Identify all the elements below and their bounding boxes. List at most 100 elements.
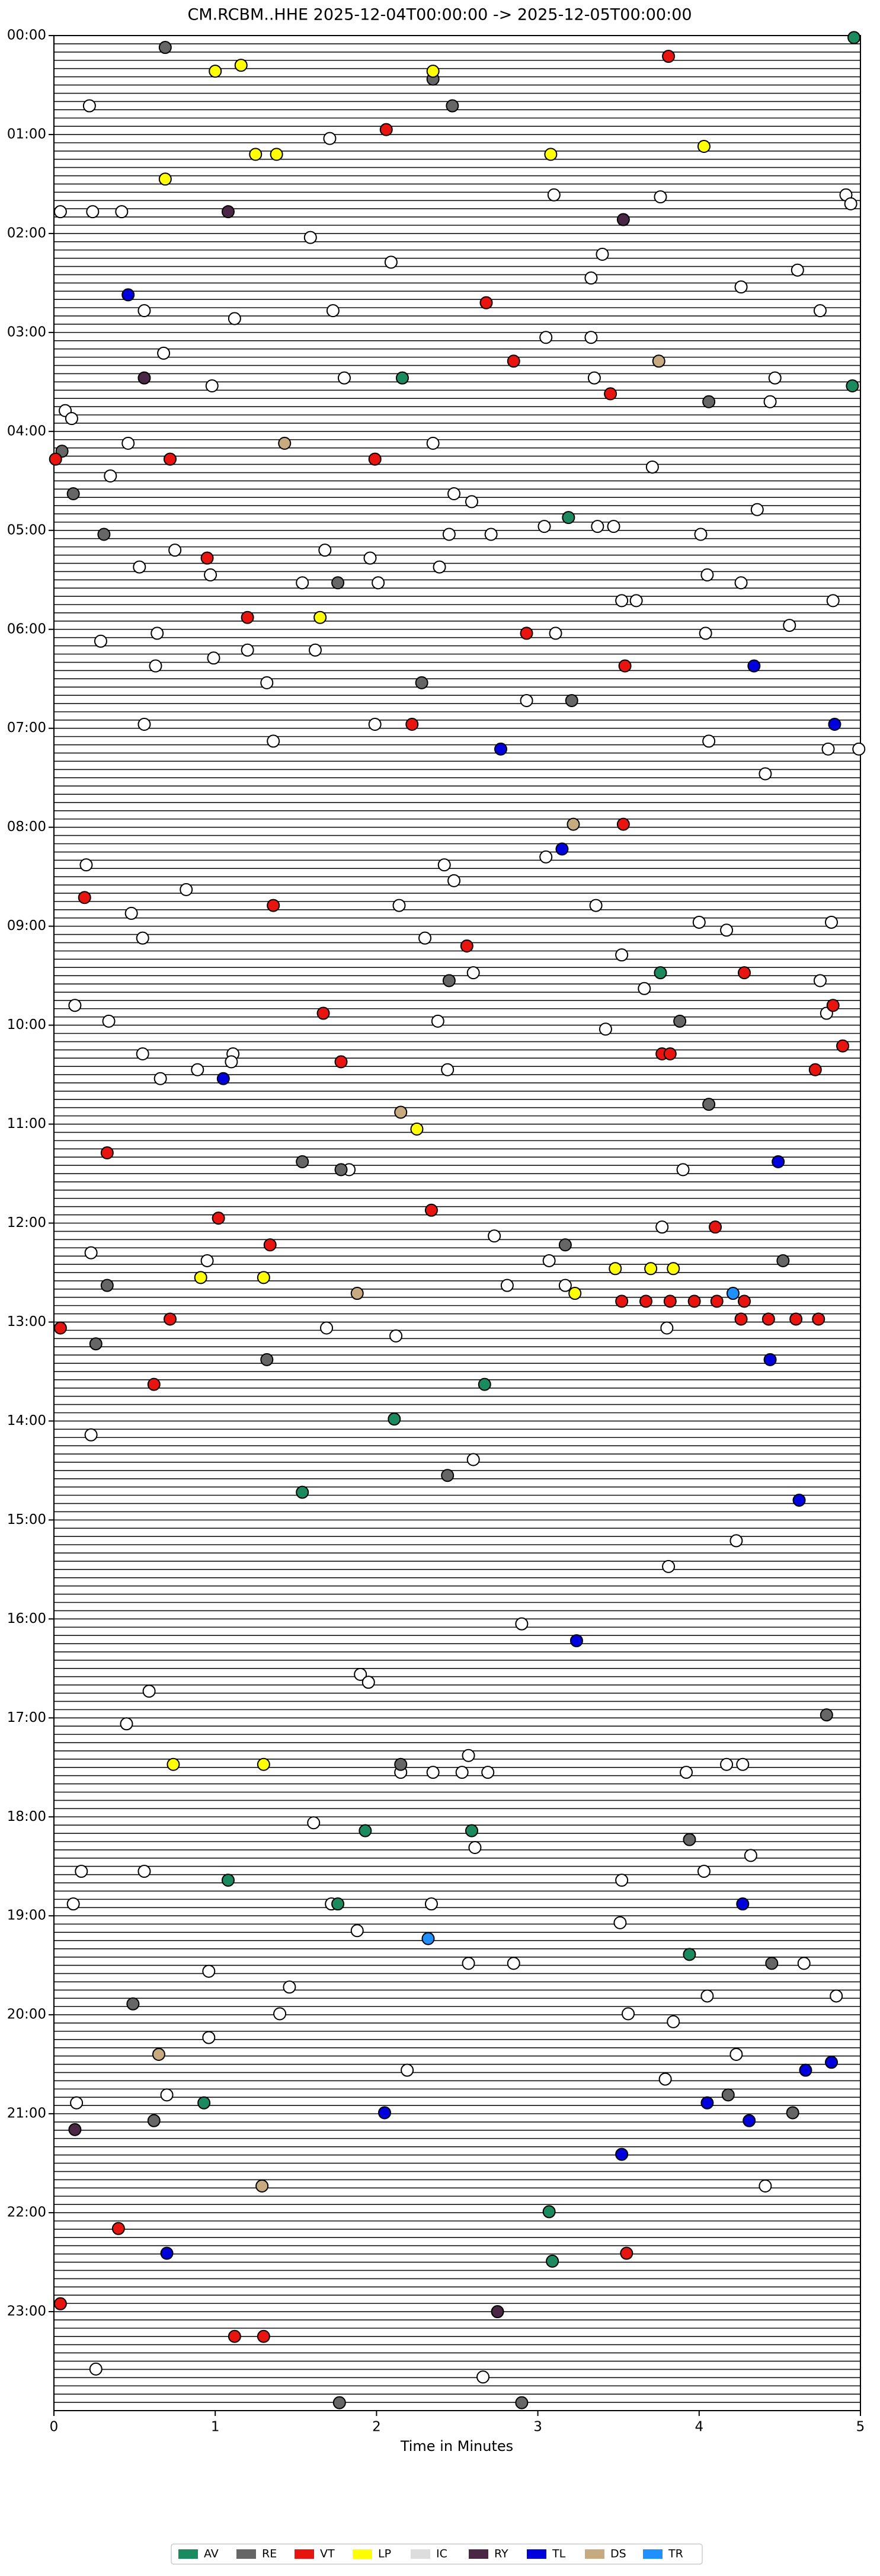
unlabeled-event — [638, 982, 651, 995]
event-marker — [100, 1279, 114, 1292]
unlabeled-event — [692, 915, 706, 929]
unlabeled-event — [821, 742, 835, 756]
event-marker — [700, 2096, 714, 2110]
unlabeled-event — [462, 1957, 475, 1970]
event-marker — [507, 354, 520, 368]
event-marker — [426, 65, 440, 78]
unlabeled-event — [547, 188, 561, 202]
event-marker — [216, 1072, 230, 1085]
event-marker — [836, 1039, 850, 1053]
unlabeled-event — [260, 676, 274, 689]
unlabeled-event — [825, 915, 839, 929]
unlabeled-event — [476, 2370, 490, 2384]
event-marker — [395, 371, 409, 385]
unlabeled-event — [326, 304, 340, 318]
unlabeled-event — [84, 1428, 98, 1442]
legend-label: TR — [668, 2548, 683, 2561]
event-marker — [654, 966, 667, 980]
unlabeled-event — [591, 520, 604, 533]
event-marker — [734, 1312, 748, 1326]
unlabeled-event — [655, 1220, 669, 1234]
unlabeled-event — [615, 594, 629, 608]
event-marker — [738, 966, 751, 980]
unlabeled-event — [702, 734, 716, 748]
event-marker — [567, 817, 580, 831]
legend-swatch — [469, 2549, 488, 2559]
y-tick-label: 00:00 — [7, 28, 46, 43]
y-tick-label: 23:00 — [7, 2304, 46, 2319]
unlabeled-event — [368, 718, 382, 731]
y-tick-label: 04:00 — [7, 423, 46, 439]
event-marker — [604, 387, 617, 401]
event-marker — [789, 1312, 803, 1326]
unlabeled-event — [401, 2063, 414, 2077]
unlabeled-event — [157, 346, 171, 360]
event-marker — [743, 2114, 756, 2127]
event-marker — [820, 1708, 833, 1722]
event-marker — [663, 1047, 677, 1061]
unlabeled-event — [433, 560, 446, 574]
unlabeled-event — [363, 551, 377, 565]
event-marker — [111, 2222, 125, 2235]
event-marker — [792, 1493, 806, 1507]
event-marker — [68, 2123, 82, 2136]
legend-frame — [171, 2543, 703, 2565]
event-marker — [89, 1337, 103, 1351]
event-marker — [147, 1378, 161, 1391]
unlabeled-event — [121, 436, 135, 450]
unlabeled-event — [426, 436, 440, 450]
unlabeled-event — [520, 693, 533, 707]
unlabeled-event — [153, 1072, 167, 1085]
unlabeled-event — [202, 1964, 216, 1978]
unlabeled-event — [662, 1559, 676, 1573]
unlabeled-event — [700, 568, 714, 581]
y-tick-label: 11:00 — [7, 1116, 46, 1132]
unlabeled-event — [267, 734, 280, 748]
x-tick-label: 2 — [372, 2420, 381, 2435]
event-marker — [738, 1295, 751, 1308]
x-tick-label: 4 — [695, 2420, 703, 2435]
event-marker — [194, 1271, 207, 1284]
event-marker — [167, 1757, 180, 1771]
legend-swatch — [527, 2549, 546, 2559]
event-marker — [639, 1295, 652, 1308]
unlabeled-event — [273, 2007, 287, 2021]
unlabeled-event — [629, 594, 643, 608]
unlabeled-event — [660, 1321, 674, 1335]
event-marker — [667, 1262, 680, 1276]
event-marker — [257, 2329, 270, 2343]
event-marker — [558, 1238, 572, 1252]
unlabeled-event — [136, 931, 149, 945]
legend-swatch — [643, 2549, 663, 2559]
y-tick-label: 14:00 — [7, 1413, 46, 1428]
event-marker — [618, 659, 632, 673]
unlabeled-event — [783, 619, 796, 632]
unlabeled-event — [53, 205, 67, 219]
unlabeled-event — [86, 205, 100, 219]
unlabeled-event — [205, 379, 219, 393]
event-marker — [726, 1287, 740, 1300]
unlabeled-event — [658, 2072, 672, 2086]
event-marker — [662, 50, 676, 63]
event-marker — [616, 213, 630, 226]
legend-swatch — [353, 2549, 372, 2559]
y-tick-label: 10:00 — [7, 1017, 46, 1033]
event-marker — [846, 379, 859, 393]
event-marker — [494, 742, 507, 756]
unlabeled-event — [104, 469, 117, 482]
unlabeled-event — [676, 1163, 690, 1177]
unlabeled-event — [720, 923, 734, 937]
y-tick-label: 06:00 — [7, 621, 46, 637]
unlabeled-event — [308, 643, 322, 657]
unlabeled-event — [826, 594, 840, 608]
legend-label: AV — [204, 2548, 219, 2561]
unlabeled-event — [744, 1849, 757, 1862]
event-marker — [209, 65, 222, 78]
x-tick-label: 1 — [211, 2420, 220, 2435]
unlabeled-event — [615, 1874, 629, 1887]
event-marker — [515, 2396, 529, 2409]
unlabeled-event — [200, 1254, 214, 1267]
unlabeled-event — [484, 528, 498, 541]
event-marker — [765, 1957, 779, 1970]
